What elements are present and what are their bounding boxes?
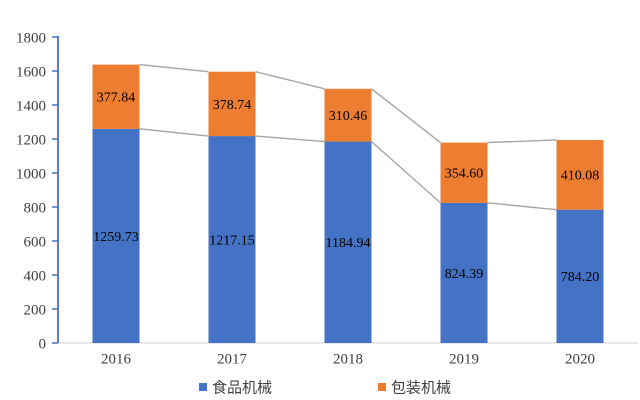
y-axis-label: 1600 (16, 64, 46, 80)
legend-label: 食品机械 (212, 379, 272, 396)
data-label-food: 1217.15 (209, 233, 255, 248)
data-label-packaging: 310.46 (329, 109, 368, 124)
legend-label: 包装机械 (391, 379, 451, 396)
data-label-packaging: 354.60 (445, 167, 484, 182)
bar-segment-food-2017 (208, 136, 256, 343)
y-axis-label: 0 (39, 336, 47, 352)
bar-segment-packaging-2018 (324, 88, 372, 142)
y-axis-label: 600 (24, 234, 47, 250)
y-axis-label: 1800 (16, 30, 46, 46)
data-label-food: 824.39 (445, 267, 484, 282)
series-line-food (139, 128, 209, 137)
data-label-packaging: 378.74 (213, 98, 252, 113)
data-label-food: 1259.73 (93, 230, 139, 245)
series-line-total (487, 139, 557, 144)
bar-segment-packaging-2017 (208, 71, 256, 137)
x-axis-label: 2018 (333, 351, 363, 367)
series-line-food (255, 135, 325, 143)
legend-swatch-icon (378, 383, 386, 391)
y-axis-label: 1200 (16, 132, 46, 148)
series-line-total (139, 63, 209, 73)
y-axis-label: 400 (24, 268, 47, 284)
y-axis-label: 1000 (16, 166, 46, 182)
bar-segment-food-2020 (556, 209, 604, 343)
y-axis-label: 200 (24, 302, 47, 318)
data-label-food: 784.20 (561, 270, 600, 285)
legend-swatch-icon (199, 383, 207, 391)
bar-segment-packaging-2020 (556, 139, 604, 210)
y-axis-label: 1400 (16, 98, 46, 114)
bar-segment-packaging-2019 (440, 142, 488, 203)
x-axis-label: 2017 (217, 351, 248, 367)
series-line-total (371, 88, 441, 144)
data-label-packaging: 377.84 (97, 91, 136, 106)
series-line-food (371, 141, 441, 204)
series-line-total (255, 71, 325, 90)
data-label-food: 1184.94 (326, 236, 371, 251)
x-axis-label: 2016 (101, 351, 132, 367)
bar-segment-food-2018 (324, 141, 372, 343)
bar-segment-food-2019 (440, 202, 488, 343)
x-axis-label: 2020 (565, 351, 595, 367)
bar-segment-food-2016 (92, 128, 140, 343)
y-axis-label: 800 (24, 200, 47, 216)
x-axis-label: 2019 (449, 351, 479, 367)
series-line-food (487, 202, 557, 211)
data-label-packaging: 410.08 (561, 169, 600, 184)
bar-segment-packaging-2016 (92, 64, 140, 129)
